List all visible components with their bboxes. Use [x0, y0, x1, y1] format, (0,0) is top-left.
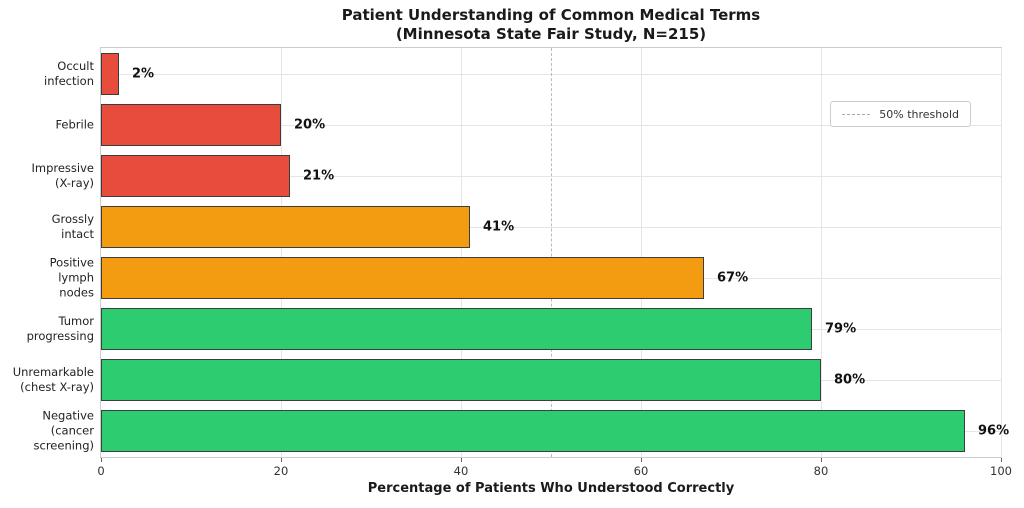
x-tick-mark [1001, 458, 1002, 462]
gridline-vertical [281, 48, 282, 457]
gridline-vertical [1001, 48, 1002, 457]
bar [101, 359, 821, 401]
x-tick-label: 20 [273, 464, 289, 478]
y-axis-label: Tumor progressing [26, 314, 94, 344]
bar-value-label: 79% [825, 321, 857, 337]
gridline-vertical [641, 48, 642, 457]
y-axis-label: Grossly intact [51, 212, 94, 241]
legend-label: 50% threshold [879, 107, 959, 121]
x-axis-title: Percentage of Patients Who Understood Co… [367, 481, 735, 496]
x-tick-label: 40 [453, 464, 469, 478]
x-tick-mark [821, 458, 822, 462]
plot-area: 2% 20% 21% 41% 67% 79% 80% 96% 50% threshold [100, 47, 1009, 458]
x-tick-label: 80 [813, 464, 829, 478]
threshold-line [551, 48, 552, 457]
y-axis-label: Unremarkable (chest X-ray) [12, 365, 94, 395]
dashed-line-icon [842, 113, 871, 115]
x-tick-mark [641, 458, 642, 462]
y-axis-label: Impressive (X-ray) [31, 160, 94, 190]
bar [101, 104, 281, 146]
y-axis-label: Febrile [55, 117, 94, 132]
x-tick-mark [101, 458, 102, 462]
bar-value-label: 41% [483, 219, 515, 235]
x-tick-label: 100 [990, 464, 1012, 478]
x-tick-mark [461, 458, 462, 462]
y-axis-label: Negative (cancer screening) [33, 409, 95, 453]
bar-value-label: 20% [294, 117, 326, 133]
bar-value-label: 96% [978, 423, 1010, 439]
bar [101, 206, 470, 248]
gridline-vertical [821, 48, 822, 457]
gridline-vertical [461, 48, 462, 457]
x-tick-mark [281, 458, 282, 462]
bar [101, 53, 119, 95]
x-tick-label: 0 [97, 464, 105, 478]
bar [101, 257, 704, 299]
bar [101, 308, 812, 350]
bar [101, 410, 965, 452]
bar-value-label: 2% [132, 66, 155, 82]
legend: 50% threshold [830, 101, 971, 127]
y-axis-label: Positive lymph nodes [49, 255, 94, 300]
bar-value-label: 21% [303, 168, 335, 184]
y-axis-label: Occult infection [44, 58, 94, 88]
bar-value-label: 67% [717, 270, 749, 286]
bar-value-label: 80% [834, 372, 866, 388]
chart-title: Patient Understanding of Common Medical … [341, 6, 761, 43]
x-tick-label: 60 [633, 464, 649, 478]
bar [101, 155, 290, 197]
